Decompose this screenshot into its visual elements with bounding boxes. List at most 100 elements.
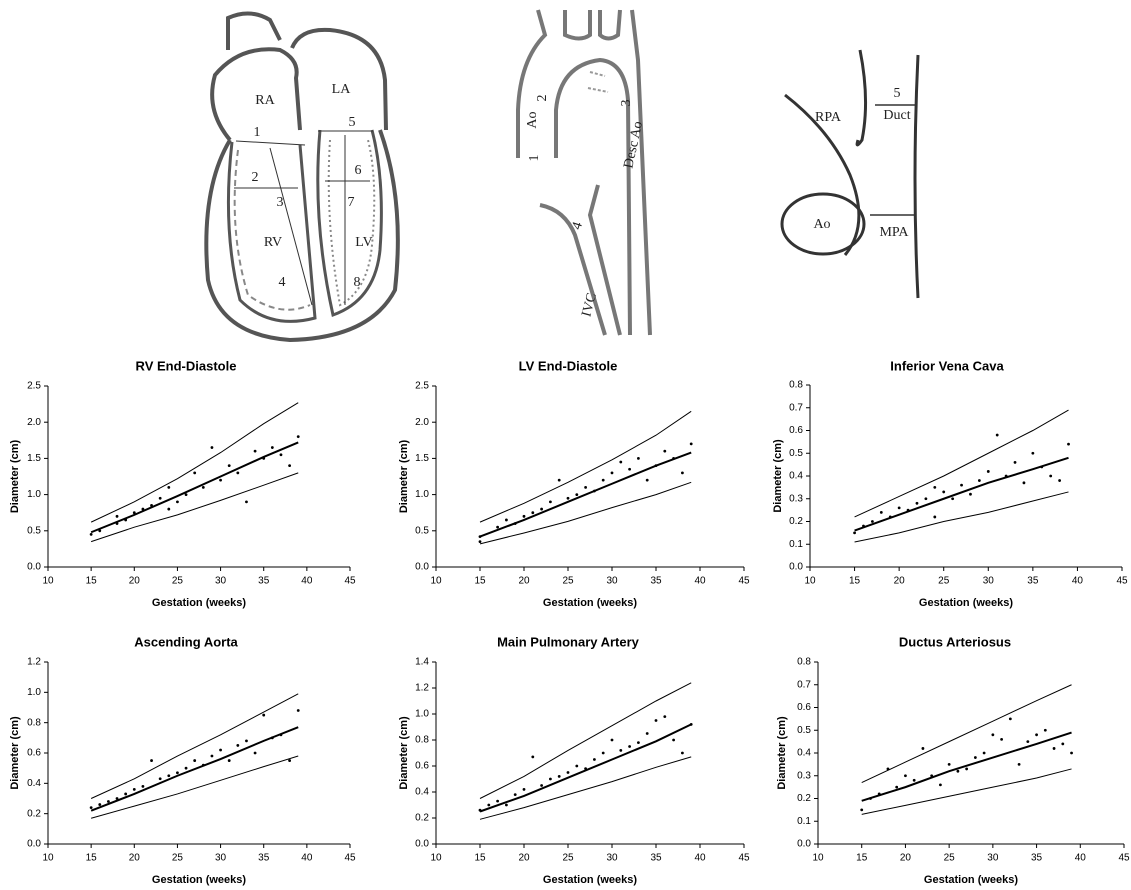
x-tick-label: 25 [562,853,574,864]
x-tick-label: 15 [856,853,868,864]
data-point [681,471,684,474]
x-tick-label: 20 [518,853,530,864]
data-point [575,493,578,496]
ao-left [518,10,545,158]
data-point [1031,452,1034,455]
fit-line [91,756,298,818]
x-axis-title: Gestation (weeks) [924,874,1018,886]
x-tick-label: 45 [344,576,356,587]
data-point [202,486,205,489]
x-tick-label: 10 [430,853,442,864]
data-point [602,752,605,755]
data-point [948,763,951,766]
data-point [211,446,214,449]
y-tick-label: 0.0 [27,839,41,850]
x-axis-title: Gestation (weeks) [919,597,1013,609]
x-tick-label: 35 [1031,853,1043,864]
chart-title: Ductus Arteriosus [899,634,1011,649]
x-tick-label: 35 [650,853,662,864]
data-point [167,508,170,511]
x-tick-label: 25 [944,853,956,864]
x-tick-label: 15 [849,576,861,587]
data-point [98,803,101,806]
data-point [969,493,972,496]
data-point [611,739,614,742]
x-tick-label: 20 [129,576,141,587]
data-point [167,774,170,777]
svc [228,13,280,50]
label: Ao [813,217,830,232]
data-point [939,783,942,786]
label: 3 [619,100,634,107]
y-tick-label: 0.2 [415,813,429,824]
chart-title: Ascending Aorta [134,634,238,649]
data-point [549,500,552,503]
y-tick-label: 0.0 [27,562,41,573]
data-point [514,793,517,796]
data-point [871,520,874,523]
data-point [219,749,222,752]
y-tick-label: 0.5 [789,448,803,459]
data-point [288,759,291,762]
label: 5 [349,115,356,130]
data-point [567,771,570,774]
data-point [996,434,999,437]
label: 2 [535,95,550,102]
x-tick-label: 25 [172,853,184,864]
y-tick-label: 0.5 [415,525,429,536]
data-point [1067,443,1070,446]
data-point [90,533,93,536]
label: RV [264,235,282,250]
label: RPA [815,110,842,125]
data-point [956,770,959,773]
x-tick-label: 20 [900,853,912,864]
data-point [672,739,675,742]
y-tick-label: 0.5 [797,725,811,736]
data-point [942,491,945,494]
data-point [690,443,693,446]
x-tick-label: 35 [258,576,270,587]
data-point [487,804,490,807]
label: Ao [525,111,540,128]
data-point [1058,479,1061,482]
y-tick-label: 2.5 [415,381,429,392]
x-tick-label: 45 [1118,853,1130,864]
label: Duct [883,108,910,123]
x-tick-label: 40 [1072,576,1084,587]
data-point [531,511,534,514]
data-point [228,464,231,467]
data-point [1000,738,1003,741]
fit-line [91,727,298,810]
data-point [916,502,919,505]
chart-title: Main Pulmonary Artery [497,634,640,649]
x-tick-label: 40 [694,576,706,587]
fit-line [91,403,298,522]
x-tick-label: 30 [215,576,227,587]
y-tick-label: 0.0 [789,562,803,573]
data-point [913,779,916,782]
data-point [646,732,649,735]
data-point [983,752,986,755]
x-tick-label: 30 [606,576,618,587]
data-point [880,511,883,514]
data-point [228,759,231,762]
data-point [523,515,526,518]
data-point [193,471,196,474]
data-point [853,531,856,534]
data-point [479,540,482,543]
x-tick-label: 40 [301,576,313,587]
label: 7 [348,195,355,210]
x-tick-label: 25 [562,576,574,587]
y-axis-title: Diameter (cm) [398,439,410,513]
y-tick-label: 0.4 [415,787,429,798]
data-point [1014,461,1017,464]
data-point [628,745,631,748]
x-tick-label: 30 [987,853,999,864]
label: 2 [252,170,259,185]
data-point [991,733,994,736]
data-point [663,450,666,453]
x-tick-label: 15 [86,576,98,587]
x-tick-label: 10 [430,576,442,587]
x-tick-label: 45 [1116,576,1128,587]
chart-title: Inferior Vena Cava [890,358,1004,373]
